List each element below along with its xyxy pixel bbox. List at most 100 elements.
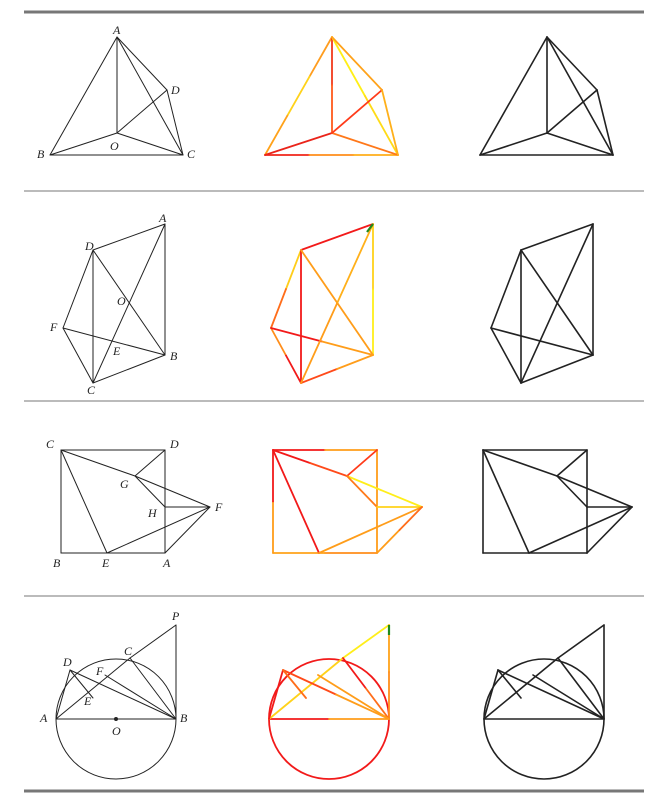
figure-circle-black (483, 624, 605, 780)
figure-tetrahedron-colored (264, 36, 399, 156)
edge-FB (104, 674, 177, 720)
vertex-label-F: F (95, 664, 104, 678)
edge-DB (69, 669, 177, 720)
vertex-label-O: O (112, 724, 121, 738)
vertex-label-D: D (170, 83, 180, 97)
edge-AC (364, 95, 399, 156)
edge-CP (557, 624, 605, 659)
vertex-label-A: A (162, 556, 171, 570)
edge-DA (300, 223, 374, 251)
edge-CB (557, 657, 605, 720)
edge-FB (321, 340, 374, 356)
figure-quadrilateral-colored (270, 223, 374, 384)
edge-CE (272, 449, 320, 554)
edge-BO (264, 132, 333, 156)
edge-FB (532, 674, 605, 720)
edge-CB (520, 354, 594, 384)
edge-CB (300, 368, 338, 384)
edge-AD (546, 36, 598, 91)
vertex-label-C: C (124, 644, 133, 658)
edge-CB (336, 354, 374, 370)
vertex-label-B: B (53, 556, 61, 570)
vertex-label-G: G (120, 477, 129, 491)
vertex-label-E: E (112, 344, 121, 358)
edge-AC (336, 223, 374, 305)
edge-DE (282, 669, 307, 699)
edge-FB (490, 327, 594, 356)
vertex-label-O: O (117, 294, 126, 308)
edge-DC (381, 89, 399, 156)
edge-EF (318, 506, 423, 554)
vertex-label-D: D (62, 655, 72, 669)
edge-AC (331, 36, 366, 97)
edge-CG (482, 449, 558, 477)
edge-BO (49, 132, 118, 156)
figure-square-black (482, 449, 633, 554)
edge-GF (556, 475, 633, 508)
edge-DF (285, 249, 302, 290)
edge-CP (129, 624, 177, 659)
edge-DF (270, 288, 287, 329)
edge-FC (62, 327, 94, 384)
edge-GF (134, 475, 211, 508)
edge-AF (398, 506, 423, 531)
edge-DE (69, 669, 94, 699)
edge-AD (55, 669, 71, 720)
edge-DC (166, 89, 184, 156)
vertex-label-B: B (170, 349, 178, 363)
vertex-label-D: D (169, 437, 179, 451)
edge-CB (365, 687, 390, 720)
vertex-label-A: A (39, 711, 48, 725)
figure-quadrilateral-drawing: A B C D E F O (49, 211, 178, 397)
edge-OC (116, 132, 184, 156)
edge-AC (55, 657, 131, 720)
edge-DA (520, 223, 594, 251)
edge-AC (483, 657, 559, 720)
vertex-label-B: B (37, 147, 45, 161)
edge-GF (346, 475, 423, 508)
edge-GH (134, 475, 166, 508)
vertex-label-F: F (49, 320, 58, 334)
edge-AB (264, 114, 289, 156)
edge-AD (116, 36, 168, 91)
edge-AB (286, 75, 311, 117)
edge-CE (482, 449, 530, 554)
edge-AC (300, 302, 338, 384)
edge-AF (376, 529, 401, 554)
edge-AC (520, 223, 594, 384)
edge-DC (596, 89, 614, 156)
edge-DB (335, 693, 390, 720)
edge-CB (92, 354, 166, 384)
vertex-label-D: D (84, 239, 94, 253)
vertex-label-C: C (46, 437, 55, 451)
vertex-label-E: E (83, 694, 92, 708)
edge-AB (479, 36, 548, 156)
edge-OC (546, 132, 614, 156)
edge-AD (331, 36, 383, 91)
edge-OD (331, 89, 383, 134)
edge-BO (479, 132, 548, 156)
edge-AC (116, 36, 184, 156)
vertex-label-C: C (87, 383, 96, 397)
vertex-label-P: P (171, 609, 180, 623)
edge-AB (49, 36, 118, 156)
edge-FC (270, 327, 287, 357)
edge-FB (317, 674, 390, 720)
edge-FB (270, 327, 323, 343)
center-dot (114, 717, 118, 721)
figure-square-colored (272, 449, 423, 554)
edge-CG (272, 449, 311, 464)
edge-GD (346, 449, 378, 477)
edge-GD (134, 449, 166, 477)
edge-CE (60, 449, 108, 554)
edge-AF (164, 506, 211, 554)
figure-square-drawing: C D B A E F G H (46, 437, 223, 570)
edge-DE (497, 669, 522, 699)
edge-DF (490, 249, 522, 329)
edge-EF (106, 506, 211, 554)
edge-CB (129, 657, 177, 720)
vertex-label-H: H (147, 506, 158, 520)
edge-OD (546, 89, 598, 134)
edge-CG (309, 462, 348, 477)
